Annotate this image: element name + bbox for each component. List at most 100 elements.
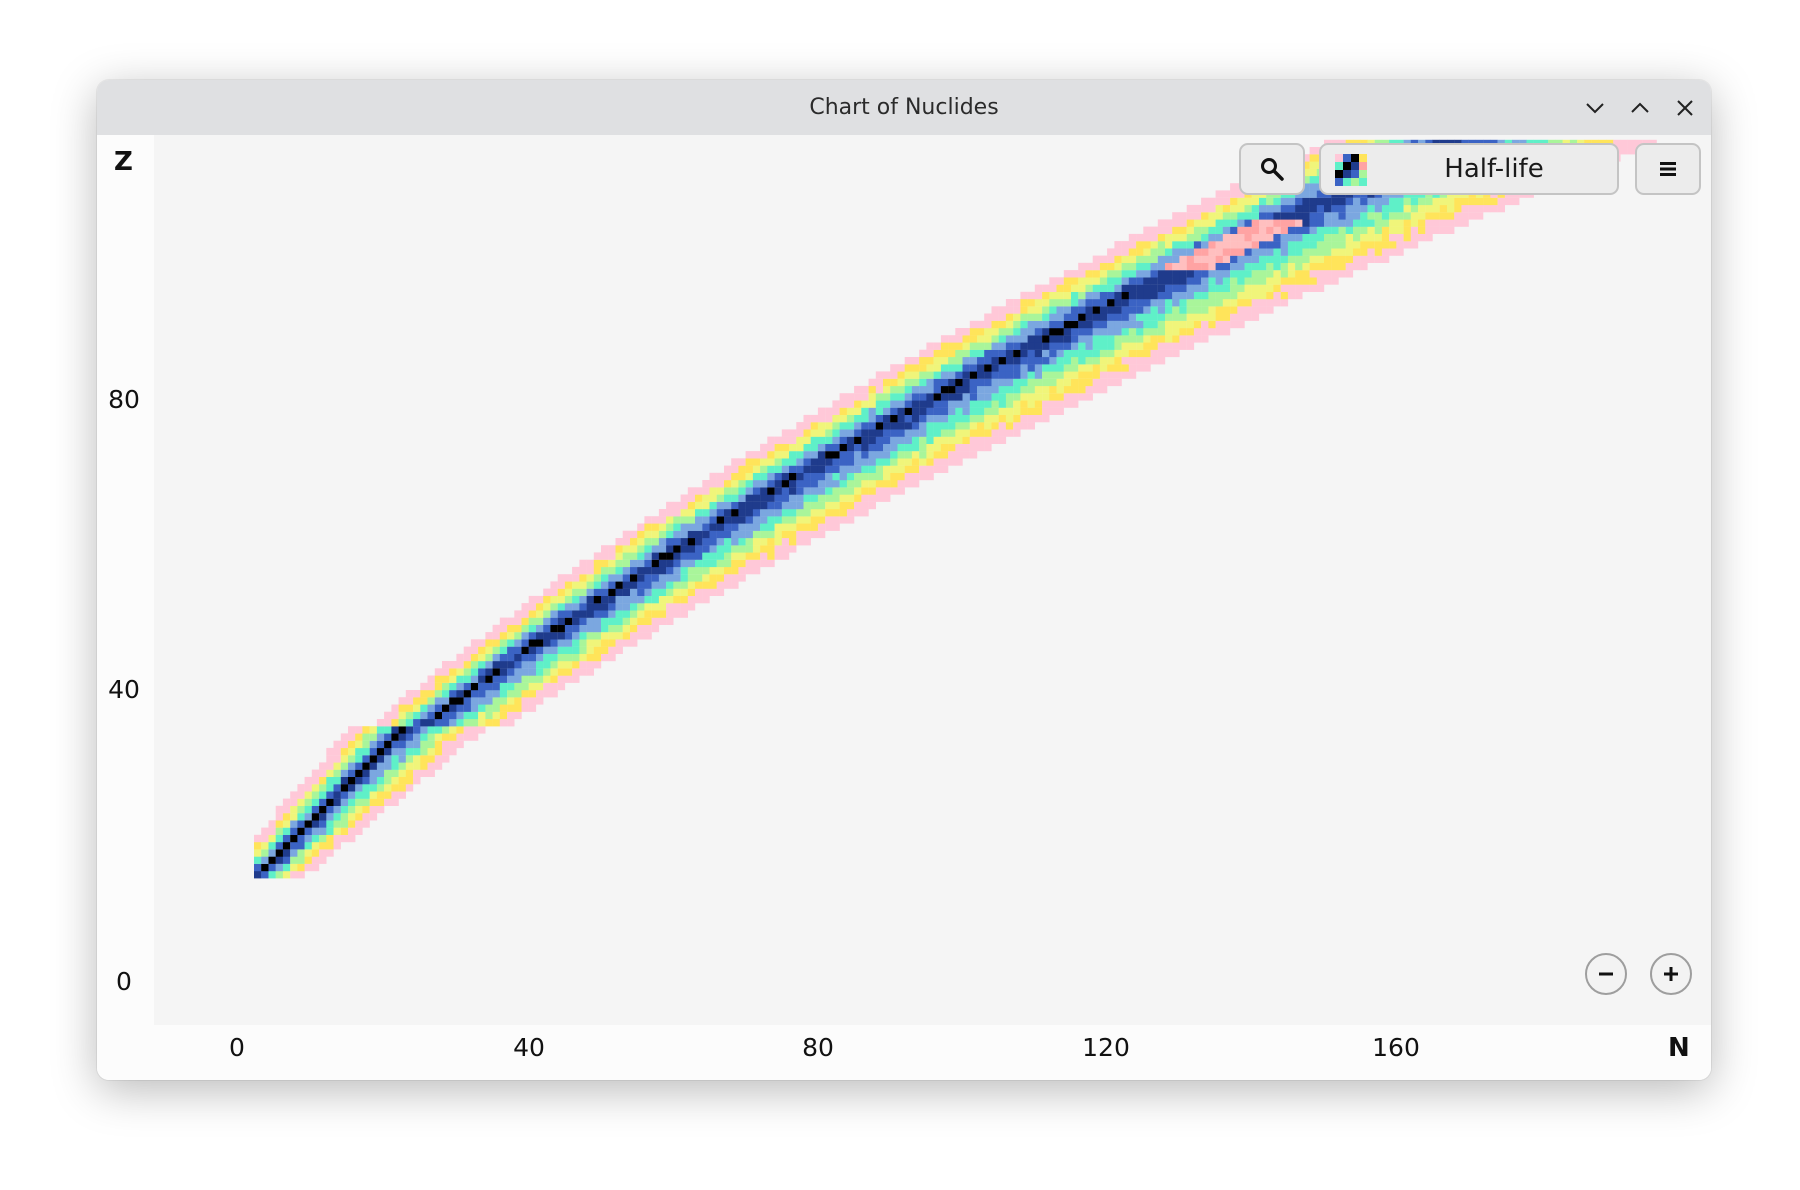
nuclide-cell[interactable] [1316, 284, 1325, 292]
nuclide-cell[interactable] [1150, 284, 1158, 292]
nuclide-cell[interactable] [1034, 414, 1043, 423]
nuclide-cell[interactable] [868, 465, 876, 473]
nuclide-cell[interactable] [875, 451, 884, 459]
nuclide-cell[interactable] [1302, 168, 1310, 177]
nuclide-cell[interactable] [774, 443, 782, 452]
nuclide-cell[interactable] [355, 769, 363, 777]
nuclide-cell[interactable] [1259, 248, 1267, 256]
nuclide-cell[interactable] [962, 342, 970, 350]
nuclide-cell[interactable] [810, 509, 819, 517]
nuclide-cell[interactable] [984, 393, 992, 401]
nuclide-cell[interactable] [709, 509, 717, 517]
nuclide-cell[interactable] [528, 595, 537, 604]
nuclide-cell[interactable] [897, 378, 905, 387]
nuclide-cell[interactable] [796, 443, 804, 452]
nuclide-cell[interactable] [384, 791, 392, 799]
nuclide-cell[interactable] [897, 364, 905, 372]
nuclide-cell[interactable] [348, 827, 356, 835]
nuclide-cell[interactable] [268, 834, 276, 843]
nuclide-cell[interactable] [1179, 284, 1187, 292]
nuclide-cell[interactable] [391, 755, 399, 763]
nuclide-cell[interactable] [1042, 342, 1050, 350]
nuclide-cell[interactable] [839, 509, 847, 517]
nuclide-cell[interactable] [810, 443, 819, 452]
nuclide-cell[interactable] [1222, 277, 1231, 285]
nuclide-cell[interactable] [1439, 219, 1448, 227]
nuclide-cell[interactable] [810, 429, 819, 437]
nuclide-cell[interactable] [1157, 357, 1166, 365]
nuclide-cell[interactable] [1244, 212, 1252, 220]
nuclide-cell[interactable] [658, 523, 667, 531]
nuclide-cell[interactable] [926, 407, 934, 415]
nuclide-cell[interactable] [615, 581, 623, 589]
nuclide-cell[interactable] [1034, 328, 1043, 336]
nuclide-cell[interactable] [355, 762, 363, 770]
nuclide-cell[interactable] [731, 530, 739, 539]
nuclide-cell[interactable] [1237, 219, 1245, 227]
nuclide-cell[interactable] [601, 559, 609, 568]
nuclide-cell[interactable] [883, 487, 891, 495]
nuclide-cell[interactable] [883, 465, 891, 473]
nuclide-cell[interactable] [521, 704, 529, 712]
nuclide-cell[interactable] [1475, 197, 1484, 206]
nuclide-cell[interactable] [449, 747, 457, 756]
nuclide-cell[interactable] [1251, 219, 1260, 227]
nuclide-cell[interactable] [630, 574, 638, 582]
nuclide-cell[interactable] [673, 574, 681, 582]
nuclide-cell[interactable] [601, 552, 609, 560]
nuclide-cell[interactable] [803, 509, 811, 517]
nuclide-cell[interactable] [297, 871, 305, 879]
nuclide-cell[interactable] [1389, 233, 1397, 242]
nuclide-cell[interactable] [709, 494, 717, 502]
nuclide-cell[interactable] [767, 501, 775, 510]
nuclide-cell[interactable] [839, 458, 847, 466]
nuclide-cell[interactable] [1215, 262, 1223, 271]
nuclide-cell[interactable] [644, 530, 652, 539]
nuclide-cell[interactable] [1143, 270, 1151, 278]
nuclide-cell[interactable] [1136, 299, 1144, 307]
nuclide-cell[interactable] [911, 378, 920, 387]
nuclide-cell[interactable] [1085, 364, 1093, 372]
nuclide-cell[interactable] [1013, 378, 1021, 387]
nuclide-cell[interactable] [1295, 241, 1303, 249]
nuclide-cell[interactable] [261, 834, 269, 843]
nuclide-cell[interactable] [666, 610, 674, 618]
nuclide-cell[interactable] [434, 740, 443, 749]
nuclide-cell[interactable] [984, 414, 992, 423]
nuclide-cell[interactable] [760, 501, 768, 510]
nuclide-cell[interactable] [1034, 385, 1043, 394]
nuclide-cell[interactable] [1280, 233, 1289, 242]
nuclide-cell[interactable] [1186, 270, 1195, 278]
nuclide-cell[interactable] [615, 595, 623, 604]
nuclide-cell[interactable] [550, 610, 558, 618]
nuclide-cell[interactable] [1454, 219, 1462, 227]
nuclide-cell[interactable] [1367, 197, 1375, 206]
nuclide-cell[interactable] [550, 617, 558, 625]
nuclide-cell[interactable] [413, 697, 421, 705]
nuclide-cell[interactable] [1013, 400, 1021, 408]
nuclide-cell[interactable] [1230, 277, 1238, 285]
nuclide-cell[interactable] [1230, 219, 1238, 227]
nuclide-cell[interactable] [955, 414, 963, 423]
nuclide-cell[interactable] [304, 827, 312, 835]
nuclide-cell[interactable] [1136, 270, 1144, 278]
nuclide-cell[interactable] [326, 798, 334, 806]
nuclide-cell[interactable] [630, 530, 638, 539]
nuclide-cell[interactable] [1186, 320, 1195, 329]
nuclide-cell[interactable] [1034, 342, 1043, 350]
nuclide-cell[interactable] [1005, 349, 1014, 358]
nuclide-cell[interactable] [651, 516, 660, 524]
nuclide-cell[interactable] [1042, 364, 1050, 372]
nuclide-cell[interactable] [1295, 291, 1303, 300]
nuclide-cell[interactable] [724, 472, 732, 481]
nuclide-cell[interactable] [427, 682, 435, 691]
nuclide-cell[interactable] [1345, 226, 1354, 234]
nuclide-cell[interactable] [1259, 204, 1267, 213]
nuclide-cell[interactable] [738, 538, 746, 546]
nuclide-cell[interactable] [601, 581, 609, 589]
nuclide-cell[interactable] [1410, 204, 1419, 213]
nuclide-cell[interactable] [478, 704, 486, 712]
nuclide-cell[interactable] [586, 559, 594, 568]
nuclide-cell[interactable] [940, 407, 949, 415]
nuclide-cell[interactable] [926, 429, 934, 437]
